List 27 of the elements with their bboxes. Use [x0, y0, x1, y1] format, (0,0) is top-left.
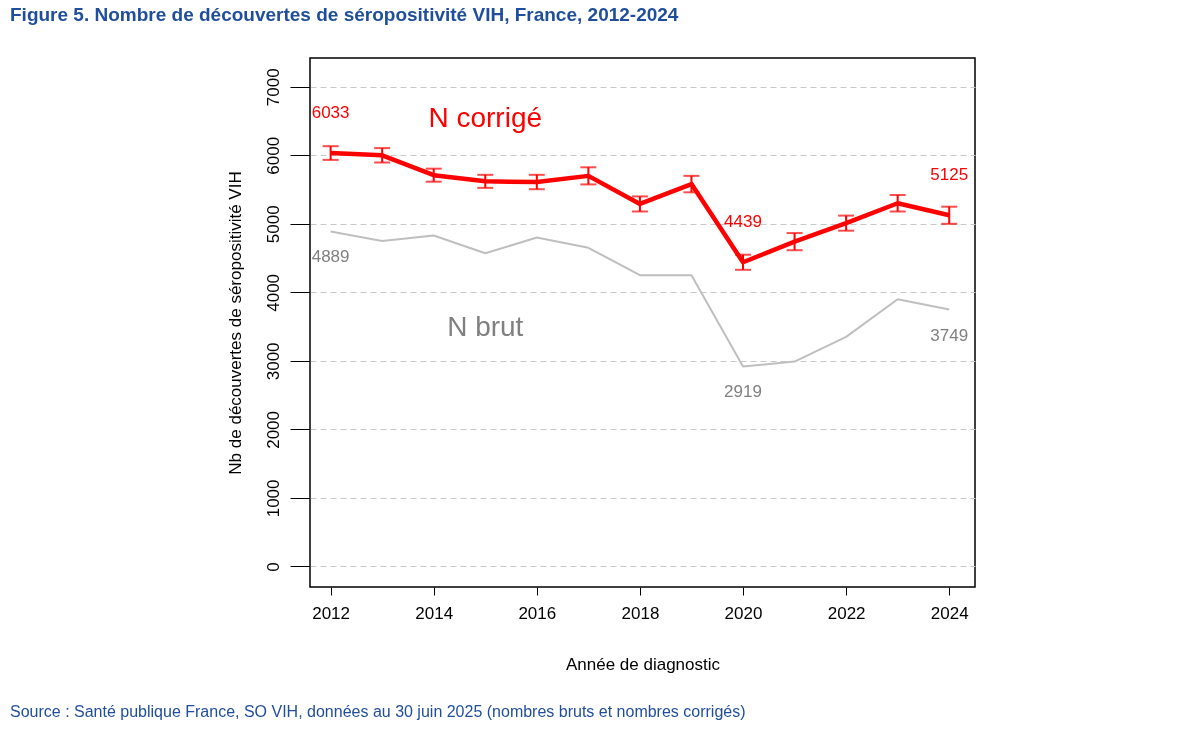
- x-tick-label: 2016: [518, 603, 557, 623]
- x-tick-label: 2024: [930, 603, 969, 623]
- source-note: Source : Santé publique France, SO VIH, données au 30 juin 2025 (nombres bruts et nombres corrigés): [10, 703, 746, 721]
- data-label: 4889: [311, 247, 350, 267]
- y-tick-label: 5000: [263, 205, 283, 244]
- y-tick-label: 1000: [263, 479, 283, 518]
- x-tick-label: 2022: [827, 603, 866, 623]
- data-label: 2919: [724, 382, 762, 402]
- data-label: 5125: [930, 165, 969, 185]
- y-tick-label: 6000: [263, 136, 283, 175]
- y-tick-label: 2000: [263, 410, 283, 449]
- data-label: 4439: [724, 212, 762, 232]
- chart-title: Figure 5. Nombre de découvertes de séropositivité VIH, France, 2012-2024: [10, 4, 679, 26]
- x-axis-title: Année de diagnostic: [565, 654, 721, 674]
- x-tick-label: 2012: [312, 603, 351, 623]
- y-tick-label: 4000: [263, 273, 283, 312]
- series-label: N corrigé: [428, 102, 543, 134]
- y-tick-label: 3000: [263, 342, 283, 381]
- x-tick-label: 2020: [724, 603, 763, 623]
- y-tick-label: 0: [263, 562, 283, 572]
- y-axis-title: Nb de découvertes de séropositivité VIH: [225, 171, 245, 475]
- text: N brut: [447, 311, 524, 343]
- x-tick-label: 2014: [415, 603, 454, 623]
- data-label: 3749: [930, 325, 969, 345]
- data-label: 6033: [311, 103, 350, 123]
- x-tick-label: 2018: [621, 603, 660, 623]
- y-tick-label: 7000: [263, 68, 283, 107]
